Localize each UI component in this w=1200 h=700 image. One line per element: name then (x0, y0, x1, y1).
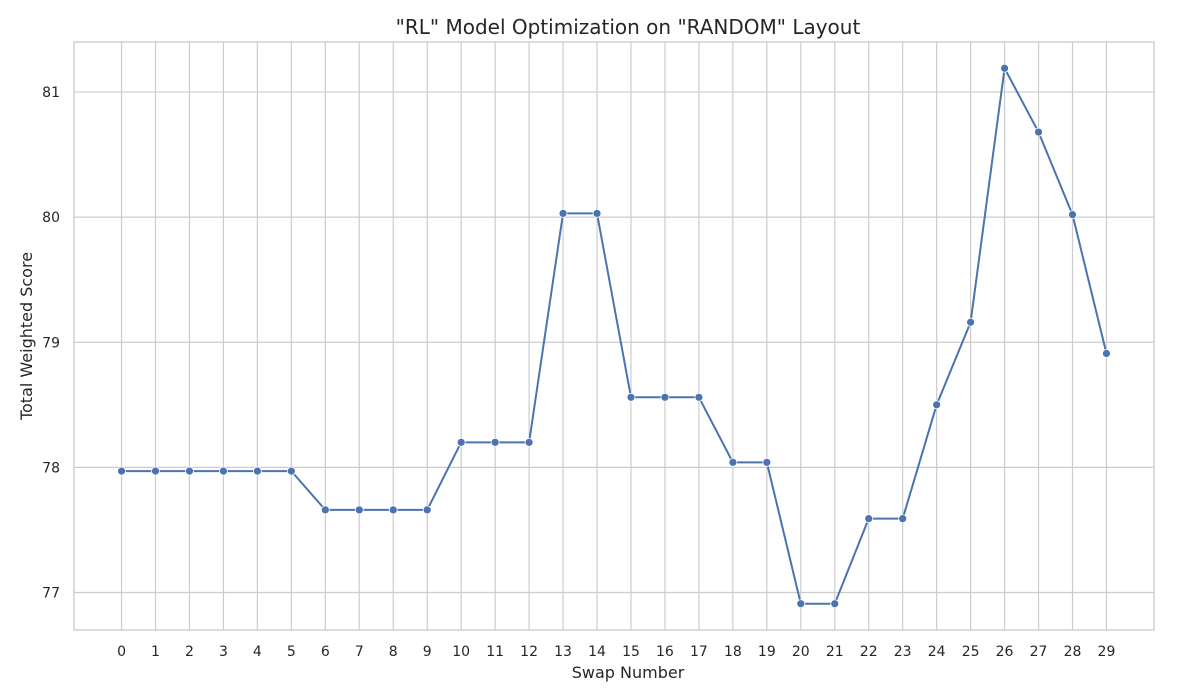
data-point (932, 400, 942, 410)
grid (74, 42, 1154, 630)
y-tick-label: 78 (42, 460, 60, 476)
x-tick-label: 5 (287, 644, 296, 660)
x-tick-label: 1 (151, 644, 160, 660)
data-point (117, 466, 126, 476)
data-point (524, 437, 534, 447)
x-axis-label: Swap Number (572, 663, 685, 682)
data-point (660, 392, 670, 402)
x-tick-label: 7 (355, 644, 364, 660)
plot-frame (73, 41, 1155, 631)
data-point (456, 437, 466, 447)
x-axis-ticks: 0 1 2 3 4 5 6 7 8 9 10 11 12 13 14 15 16 17 18 19 20 21 22 23 24… (117, 644, 1115, 660)
data-point (1102, 349, 1111, 358)
y-tick-label: 79 (42, 335, 60, 351)
data-point (864, 514, 874, 524)
data-point (592, 208, 602, 218)
data-point (388, 505, 398, 515)
data-point (558, 208, 568, 218)
data-point (151, 466, 160, 476)
x-tick-label: 16 (656, 644, 674, 660)
x-tick-label: 13 (554, 644, 572, 660)
x-tick-label: 4 (253, 644, 262, 660)
y-tick-label: 80 (42, 210, 60, 226)
data-point (219, 466, 228, 476)
data-points (117, 63, 1111, 609)
x-tick-label: 21 (826, 644, 844, 660)
data-point (1000, 63, 1009, 73)
x-tick-label: 22 (860, 644, 878, 660)
data-point (626, 392, 636, 402)
x-tick-label: 0 (117, 644, 126, 660)
x-tick-label: 15 (622, 644, 640, 660)
x-tick-label: 14 (588, 644, 606, 660)
data-point (966, 317, 976, 327)
x-tick-label: 23 (894, 644, 912, 660)
chart-title: "RL" Model Optimization on "RANDOM" Layo… (396, 15, 861, 39)
x-tick-label: 19 (758, 644, 776, 660)
y-tick-label: 77 (42, 585, 60, 601)
data-point (694, 392, 704, 402)
data-point (1034, 127, 1043, 137)
data-point (286, 466, 296, 476)
data-point (252, 466, 262, 476)
series-line (121, 67, 1108, 605)
y-tick-label: 81 (42, 85, 60, 101)
x-tick-label: 2 (185, 644, 194, 660)
data-point (354, 505, 364, 515)
data-point (728, 457, 738, 467)
x-tick-label: 25 (962, 644, 980, 660)
x-tick-label: 18 (724, 644, 742, 660)
data-point (796, 599, 806, 609)
x-tick-label: 6 (321, 644, 330, 660)
data-point (830, 599, 840, 609)
data-point (320, 505, 330, 515)
data-point (1068, 210, 1077, 220)
y-axis-ticks: 77 78 79 80 81 (42, 85, 60, 601)
x-tick-label: 20 (792, 644, 810, 660)
data-point (185, 466, 194, 476)
x-tick-label: 8 (389, 644, 398, 660)
x-tick-label: 24 (928, 644, 946, 660)
y-axis-label: Total Weighted Score (17, 252, 36, 421)
series-lines (121, 67, 1108, 605)
x-tick-label: 29 (1098, 644, 1116, 660)
data-point (762, 457, 772, 467)
data-point (490, 437, 500, 447)
x-tick-label: 17 (690, 644, 708, 660)
x-tick-label: 10 (452, 644, 470, 660)
x-tick-label: 27 (1030, 644, 1048, 660)
x-tick-label: 12 (520, 644, 538, 660)
x-tick-label: 26 (996, 644, 1014, 660)
x-tick-label: 28 (1064, 644, 1082, 660)
data-point (422, 505, 432, 515)
data-point (898, 514, 908, 524)
x-tick-label: 9 (423, 644, 432, 660)
x-tick-label: 11 (486, 644, 504, 660)
x-tick-label: 3 (219, 644, 228, 660)
